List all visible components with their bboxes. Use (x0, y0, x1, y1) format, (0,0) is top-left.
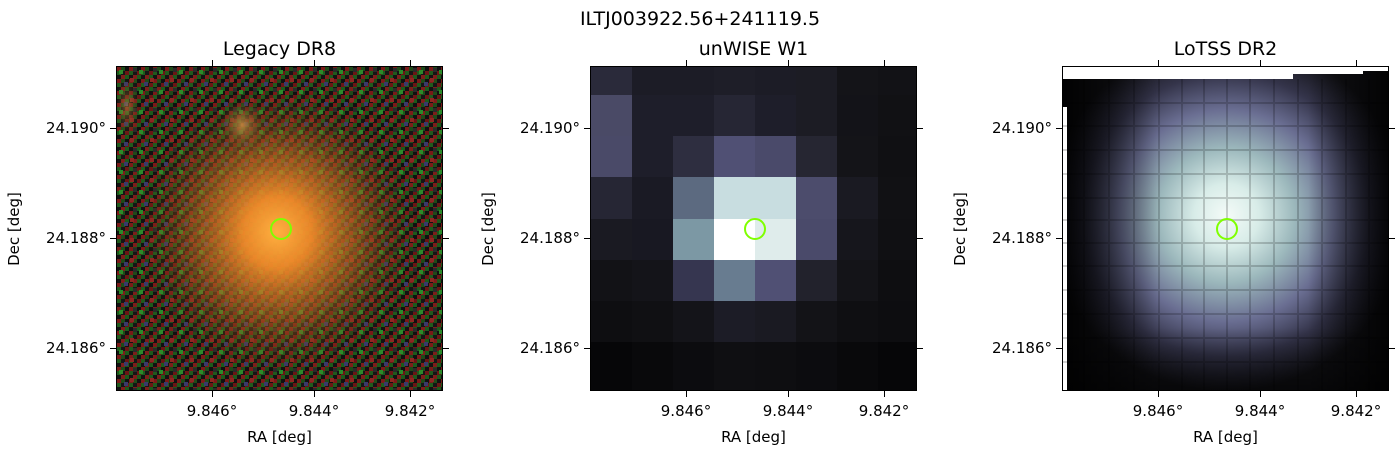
y-tick (1056, 128, 1062, 129)
panel-unwise-w1: unWISE W1 (474, 38, 923, 458)
legacy-image-svg (117, 67, 442, 390)
x-tick-top (884, 60, 885, 66)
y-tick-right (917, 128, 923, 129)
y-tick-label: 24.190° (992, 119, 1052, 137)
y-tick-right (443, 128, 449, 129)
x-axis-label: RA [deg] (721, 428, 786, 446)
panel-title: Legacy DR8 (222, 38, 337, 60)
x-tick (1260, 391, 1261, 397)
x-tick (1158, 391, 1159, 397)
y-tick-label: 24.186° (992, 339, 1052, 357)
x-tick-label: 9.844° (762, 402, 814, 420)
y-axis-label: Dec [deg] (951, 192, 969, 266)
x-tick-top (314, 60, 315, 66)
x-tick-top (1260, 60, 1261, 66)
y-tick (584, 348, 590, 349)
x-tick (788, 391, 789, 397)
x-tick-label: 9.842° (1330, 402, 1382, 420)
x-tick (1356, 391, 1357, 397)
x-tick (314, 391, 315, 397)
y-tick (1056, 238, 1062, 239)
y-tick-right (917, 238, 923, 239)
y-tick-label: 24.190° (46, 119, 106, 137)
x-tick (686, 391, 687, 397)
y-tick-label: 24.188° (520, 229, 580, 247)
y-tick-label: 24.190° (520, 119, 580, 137)
x-axis-label: RA [deg] (1193, 428, 1258, 446)
x-tick (410, 391, 411, 397)
panel-lotss-dr2: LoTSS DR2 (946, 38, 1395, 458)
y-tick (584, 128, 590, 129)
x-tick-top (686, 60, 687, 66)
image-lotss-dr2 (1062, 66, 1389, 391)
y-tick (1056, 348, 1062, 349)
y-tick-right (443, 238, 449, 239)
y-tick (110, 128, 116, 129)
x-tick-top (788, 60, 789, 66)
source-marker-circle (1216, 218, 1238, 240)
x-tick-label: 9.842° (384, 402, 436, 420)
y-tick-right (443, 348, 449, 349)
y-tick (110, 238, 116, 239)
x-tick-top (410, 60, 411, 66)
y-tick (584, 238, 590, 239)
x-tick (212, 391, 213, 397)
x-tick-label: 9.844° (1234, 402, 1286, 420)
x-tick-top (1158, 60, 1159, 66)
y-axis-label: Dec [deg] (479, 192, 497, 266)
unwise-image-svg (591, 67, 916, 390)
panel-title: LoTSS DR2 (1173, 38, 1278, 60)
image-unwise-w1 (590, 66, 917, 391)
y-tick (110, 348, 116, 349)
y-tick-label: 24.188° (46, 229, 106, 247)
x-tick-top (212, 60, 213, 66)
x-tick-label: 9.842° (858, 402, 910, 420)
source-marker-circle (270, 218, 292, 240)
x-tick-label: 9.846° (660, 402, 712, 420)
panel-legacy-dr8: Legacy DR8 (0, 38, 449, 458)
figure-title: ILTJ003922.56+241119.5 (579, 8, 821, 30)
x-tick (884, 391, 885, 397)
x-tick-top (1356, 60, 1357, 66)
source-marker-circle (744, 218, 766, 240)
y-tick-right (917, 348, 923, 349)
y-axis-label: Dec [deg] (5, 192, 23, 266)
y-tick-right (1389, 128, 1395, 129)
y-tick-label: 24.186° (520, 339, 580, 357)
y-tick-label: 24.188° (992, 229, 1052, 247)
image-legacy-dr8 (116, 66, 443, 391)
x-tick-label: 9.844° (288, 402, 340, 420)
panel-title: unWISE W1 (698, 38, 809, 60)
y-tick-right (1389, 348, 1395, 349)
x-axis-label: RA [deg] (247, 428, 312, 446)
y-tick-right (1389, 238, 1395, 239)
x-tick-label: 9.846° (186, 402, 238, 420)
lotss-image-svg (1063, 67, 1388, 390)
y-tick-label: 24.186° (46, 339, 106, 357)
x-tick-label: 9.846° (1132, 402, 1184, 420)
